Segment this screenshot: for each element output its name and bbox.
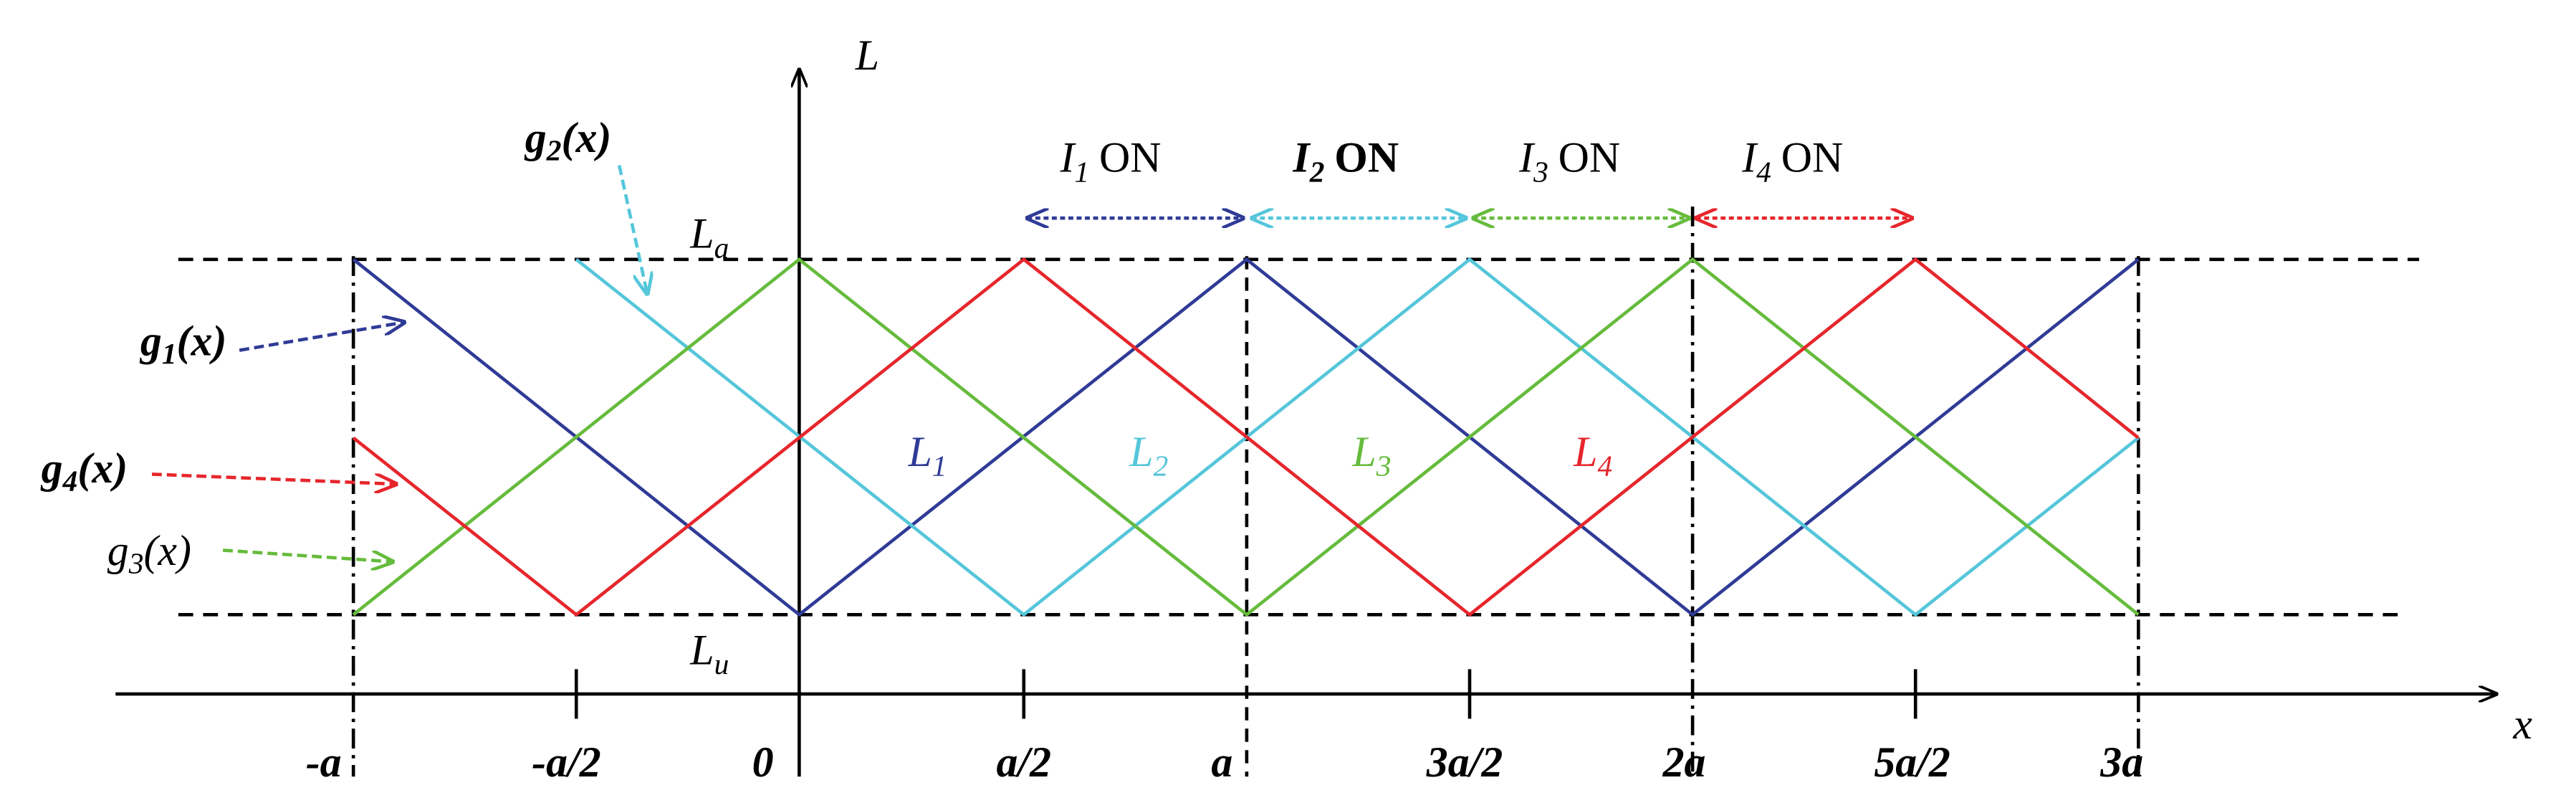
pointer <box>239 322 404 352</box>
pointer <box>151 472 396 484</box>
arg: (x) <box>177 317 227 364</box>
curve-g2 <box>575 257 2140 617</box>
base: L <box>907 428 932 475</box>
base: L <box>689 210 714 257</box>
x-tick-label: 3a/2 <box>1426 738 1503 786</box>
x-tick-label: -a <box>306 738 342 786</box>
base: L <box>1351 428 1376 475</box>
x-axis-label: x <box>2512 700 2532 748</box>
region-label: L3 <box>1351 428 1391 483</box>
sub: 1 <box>1074 156 1089 189</box>
switch-label: I1 ON <box>1059 134 1161 189</box>
y-axis-label: L <box>855 32 879 79</box>
arg: (x) <box>143 527 191 574</box>
state: ON <box>1334 134 1399 181</box>
sub: 4 <box>62 464 78 497</box>
curve-label: g1(x) <box>139 317 227 370</box>
switch-label: I4 ON <box>1741 134 1843 189</box>
x-tick-label: 5a/2 <box>1874 738 1950 786</box>
region-label: L1 <box>907 428 947 483</box>
base: I <box>1518 134 1536 181</box>
base: g <box>107 527 129 574</box>
base: g <box>524 114 547 161</box>
curve-label: g2(x) <box>524 114 612 167</box>
base: L <box>1573 428 1597 475</box>
x-tick-label: 3a <box>2099 738 2143 786</box>
guides <box>115 70 2496 777</box>
arg: (x) <box>77 445 128 492</box>
x-tick-label: a <box>1211 738 1232 786</box>
region-label: L4 <box>1573 428 1612 483</box>
sub: 4 <box>1756 156 1771 189</box>
sub: 2 <box>1154 450 1169 483</box>
sub: a <box>714 232 729 265</box>
lower-level-label: Lu <box>689 626 729 680</box>
curve-g1 <box>352 257 2140 617</box>
switch-label: I2 ON <box>1292 134 1399 189</box>
labels: L x La Lu -a -a/2 0 a/2 a 3a/2 2a 5a/2 3… <box>40 32 2533 786</box>
state: ON <box>1781 134 1844 181</box>
base: I <box>1059 134 1076 181</box>
base: g <box>139 317 162 364</box>
curve-g4 <box>352 257 2140 617</box>
x-tick-label: 2a <box>1662 738 1706 786</box>
sub: 1 <box>932 450 947 483</box>
base: I <box>1292 134 1311 181</box>
sub: 3 <box>1533 156 1548 189</box>
arg: (x) <box>562 114 612 161</box>
sub: u <box>714 647 729 680</box>
curve-label: g4(x) <box>40 445 128 498</box>
base: I <box>1741 134 1758 181</box>
x-tick-label: 0 <box>752 738 774 786</box>
x-tick-label: -a/2 <box>532 738 601 786</box>
x-tick-label: a/2 <box>997 738 1052 786</box>
pointer <box>222 548 393 561</box>
region-label: L2 <box>1129 428 1168 483</box>
pointer <box>617 164 647 294</box>
sub: 3 <box>128 547 144 580</box>
sub: 3 <box>1376 450 1392 483</box>
switch-label: I3 ON <box>1518 134 1620 189</box>
base: g <box>40 445 63 492</box>
sub: 4 <box>1598 450 1613 483</box>
x-ticks: -a -a/2 0 a/2 a 3a/2 2a 5a/2 3a <box>306 738 2143 786</box>
curve-label: g3(x) <box>107 527 191 580</box>
upper-level-label: La <box>689 210 729 265</box>
state: ON <box>1099 134 1162 181</box>
sub: 2 <box>546 134 562 167</box>
sub: 1 <box>162 337 177 370</box>
base: L <box>689 626 714 673</box>
state: ON <box>1558 134 1621 181</box>
sub: 2 <box>1309 156 1325 189</box>
pointers <box>151 164 1912 561</box>
base: L <box>1129 428 1153 475</box>
curves <box>352 257 2140 617</box>
curve-g3 <box>352 257 2140 617</box>
